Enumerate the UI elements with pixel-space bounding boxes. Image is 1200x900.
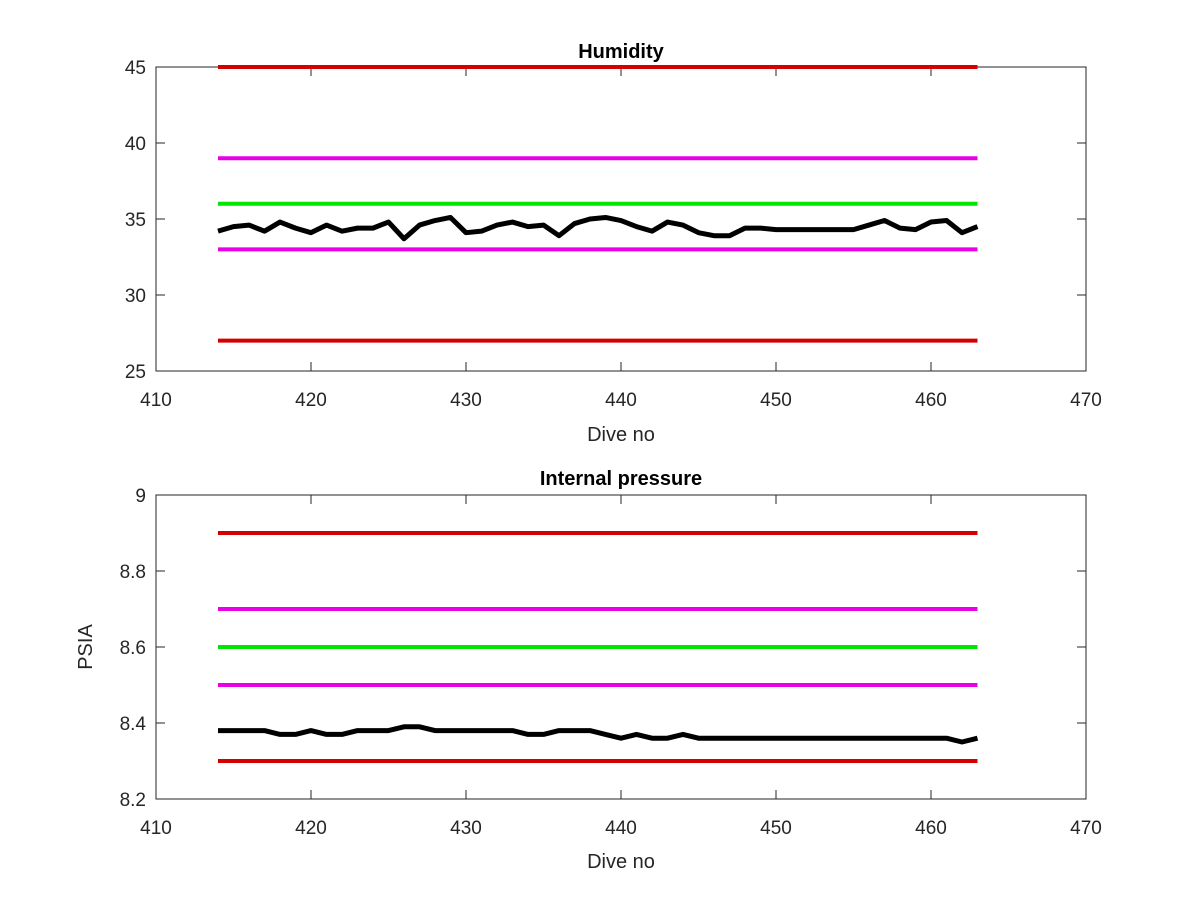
x-tick-label: 430 (450, 818, 482, 839)
y-tick-label: 30 (125, 286, 146, 307)
plot-title: Humidity (578, 41, 664, 63)
x-tick-label: 460 (915, 390, 947, 411)
x-tick-label: 440 (605, 390, 637, 411)
data-series-line (218, 724, 979, 745)
x-tick-label: 440 (605, 818, 637, 839)
x-tick-label: 410 (140, 818, 172, 839)
x-tick-label: 430 (450, 390, 482, 411)
y-tick-label: 8.8 (120, 562, 146, 583)
x-tick-label: 420 (295, 390, 327, 411)
x-axis-label: Dive no (587, 424, 655, 446)
x-tick-label: 450 (760, 818, 792, 839)
data-series-line (217, 214, 979, 242)
x-tick-label: 420 (295, 818, 327, 839)
y-tick-label: 35 (125, 210, 146, 231)
y-tick-label: 9 (135, 486, 146, 507)
y-tick-label: 8.2 (120, 790, 146, 811)
humidity-plot: 410 420 430 440 450 460 470 25 30 35 40 45 Humidity D… (125, 41, 1102, 446)
x-tick-label: 470 (1070, 818, 1102, 839)
y-axis-label: PSIA (75, 624, 97, 670)
y-tick-label: 8.6 (120, 638, 146, 659)
x-tick-label: 460 (915, 818, 947, 839)
y-tick-label: 40 (125, 134, 146, 155)
x-tick-label: 470 (1070, 390, 1102, 411)
y-tick-label: 45 (125, 58, 146, 79)
y-tick-label: 25 (125, 362, 146, 383)
plot-title: Internal pressure (540, 468, 702, 490)
x-axis-label: Dive no (587, 851, 655, 873)
y-tick-label: 8.4 (120, 714, 147, 735)
x-tick-label: 410 (140, 390, 172, 411)
x-tick-label: 450 (760, 390, 792, 411)
internal-pressure-plot: 410 420 430 440 450 460 470 8.2 8.4 8.6 8.8 9 Intern… (75, 468, 1102, 873)
